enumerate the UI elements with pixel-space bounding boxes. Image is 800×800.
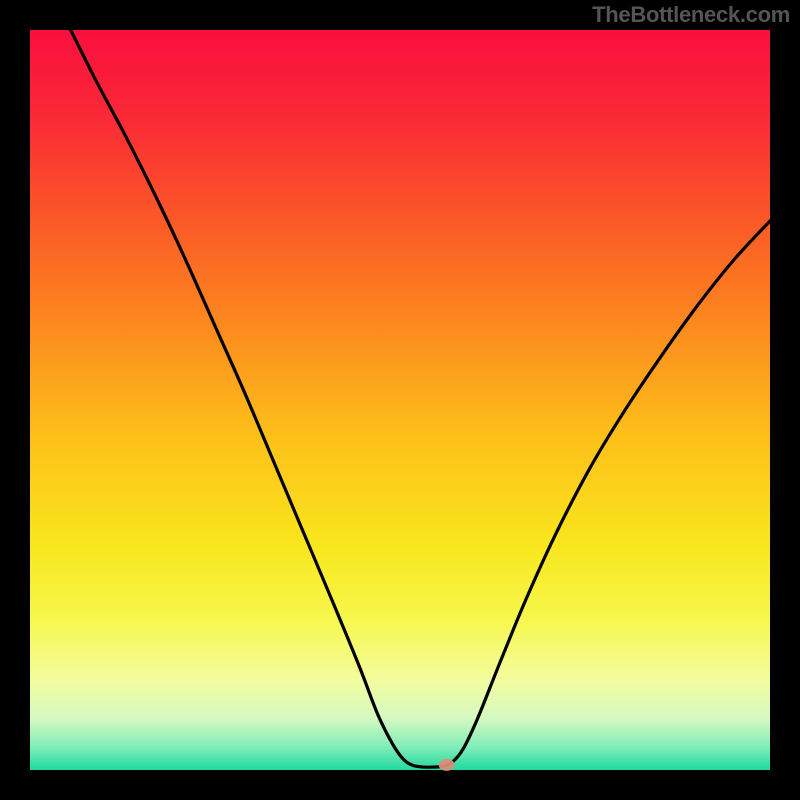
optimum-marker xyxy=(439,759,455,771)
chart-background xyxy=(30,30,770,770)
bottleneck-chart xyxy=(0,0,800,800)
watermark-text: TheBottleneck.com xyxy=(592,2,790,28)
